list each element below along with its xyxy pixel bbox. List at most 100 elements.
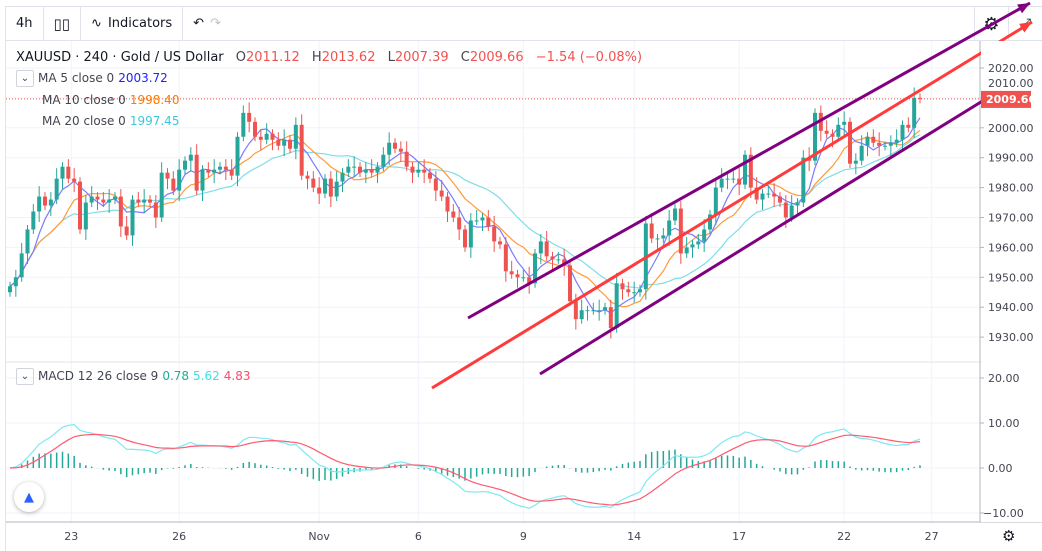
- candle: [550, 251, 555, 270]
- ma20-label: MA 20 close 0: [42, 114, 126, 128]
- candle-body: [789, 205, 794, 218]
- macd-tick-label: 20.00: [988, 372, 1020, 385]
- macd-label: MACD 12 26 close 9: [38, 369, 159, 383]
- candle-body: [43, 196, 47, 206]
- axis-settings-icon[interactable]: ⚙: [1002, 527, 1016, 545]
- price-tick-label: 1960.00: [988, 241, 1034, 254]
- price-tick-label: 1970.00: [988, 212, 1034, 225]
- close-value: 2009.66: [469, 50, 524, 65]
- candle-body: [101, 199, 106, 203]
- price-tick-label: 1950.00: [988, 271, 1034, 284]
- candle-body: [533, 253, 537, 284]
- candle-body: [433, 178, 438, 191]
- candle: [200, 165, 205, 202]
- candle: [393, 138, 397, 154]
- candle: [527, 266, 532, 294]
- macd-tick-label: 10.00: [988, 417, 1020, 430]
- candle: [708, 210, 712, 234]
- candle-body: [498, 241, 502, 245]
- candle: [13, 269, 18, 297]
- interval-button[interactable]: 4h: [6, 6, 44, 41]
- candle-body: [573, 301, 578, 320]
- candle: [229, 159, 234, 181]
- candle-body: [171, 178, 176, 191]
- candle-body: [124, 226, 129, 236]
- price-tick-label: 1930.00: [988, 331, 1034, 344]
- candle: [124, 216, 129, 240]
- candle-body: [579, 310, 584, 320]
- candle: [463, 224, 467, 252]
- candle: [918, 93, 922, 104]
- candle: [247, 102, 252, 133]
- candle-body: [25, 229, 30, 254]
- candle: [270, 129, 275, 151]
- candle: [445, 192, 450, 222]
- candle-body: [48, 199, 53, 206]
- candle-body: [550, 256, 555, 260]
- candle: [509, 260, 514, 279]
- price-axis-bg: [981, 41, 1042, 522]
- candle-body: [684, 247, 689, 254]
- ma20-legend: MA 20 close 0 1997.45: [42, 114, 183, 128]
- ma10-value: 1998.40: [129, 93, 180, 107]
- candle-body: [591, 310, 596, 312]
- candle: [626, 281, 631, 297]
- candle: [159, 162, 164, 222]
- candle-body: [223, 166, 228, 170]
- candle: [696, 233, 701, 249]
- chart-type-button[interactable]: ▯▯: [44, 6, 82, 41]
- indicators-icon: ∿: [91, 16, 102, 31]
- candle-body: [334, 181, 339, 197]
- collapse-legend-button[interactable]: ⌄: [16, 70, 34, 87]
- candle-body: [83, 202, 88, 230]
- candle: [89, 186, 94, 208]
- ma20-value: 1997.45: [129, 114, 180, 128]
- indicators-button[interactable]: ∿ Indicators: [81, 6, 184, 41]
- last-price-badge: [981, 90, 1031, 108]
- undo-icon[interactable]: ↶: [193, 16, 205, 31]
- price-tick-label: 1940.00: [988, 301, 1034, 314]
- candle: [451, 204, 456, 222]
- ma5-line: [9, 117, 921, 314]
- candle-body: [713, 187, 718, 215]
- candle: [177, 159, 182, 202]
- interval-label: 4h: [16, 16, 33, 31]
- candle: [877, 132, 882, 157]
- collapse-macd-button[interactable]: ⌄: [16, 368, 34, 385]
- candle: [743, 150, 747, 190]
- candle: [888, 135, 893, 157]
- candle: [422, 159, 427, 184]
- candle-body: [346, 166, 351, 173]
- candle: [369, 159, 374, 178]
- candle: [323, 174, 327, 199]
- candle: [492, 216, 497, 252]
- candle-body: [212, 169, 217, 173]
- candle-body: [398, 148, 403, 152]
- candle: [107, 189, 112, 214]
- candle-body: [486, 217, 491, 227]
- candle: [568, 260, 572, 306]
- candle-body: [708, 214, 712, 230]
- candle: [556, 251, 561, 264]
- tradingview-logo[interactable]: ▲: [14, 482, 44, 512]
- candle: [241, 105, 246, 142]
- candle-body: [54, 178, 59, 200]
- candle-body: [702, 229, 707, 242]
- candle: [153, 195, 158, 228]
- candle: [638, 284, 642, 297]
- candle: [171, 171, 176, 196]
- date-tick-label: Nov: [308, 530, 330, 543]
- candle: [363, 162, 368, 184]
- candle-body: [900, 124, 905, 140]
- candle-body: [824, 130, 829, 134]
- candle: [340, 168, 345, 193]
- candle: [194, 144, 199, 196]
- redo-icon[interactable]: ↷: [210, 16, 221, 31]
- candle-body: [527, 277, 532, 284]
- candle-body: [229, 169, 234, 176]
- candle-body: [906, 124, 911, 128]
- candle-body: [113, 196, 117, 200]
- candle-body: [865, 136, 870, 146]
- candle: [457, 207, 462, 240]
